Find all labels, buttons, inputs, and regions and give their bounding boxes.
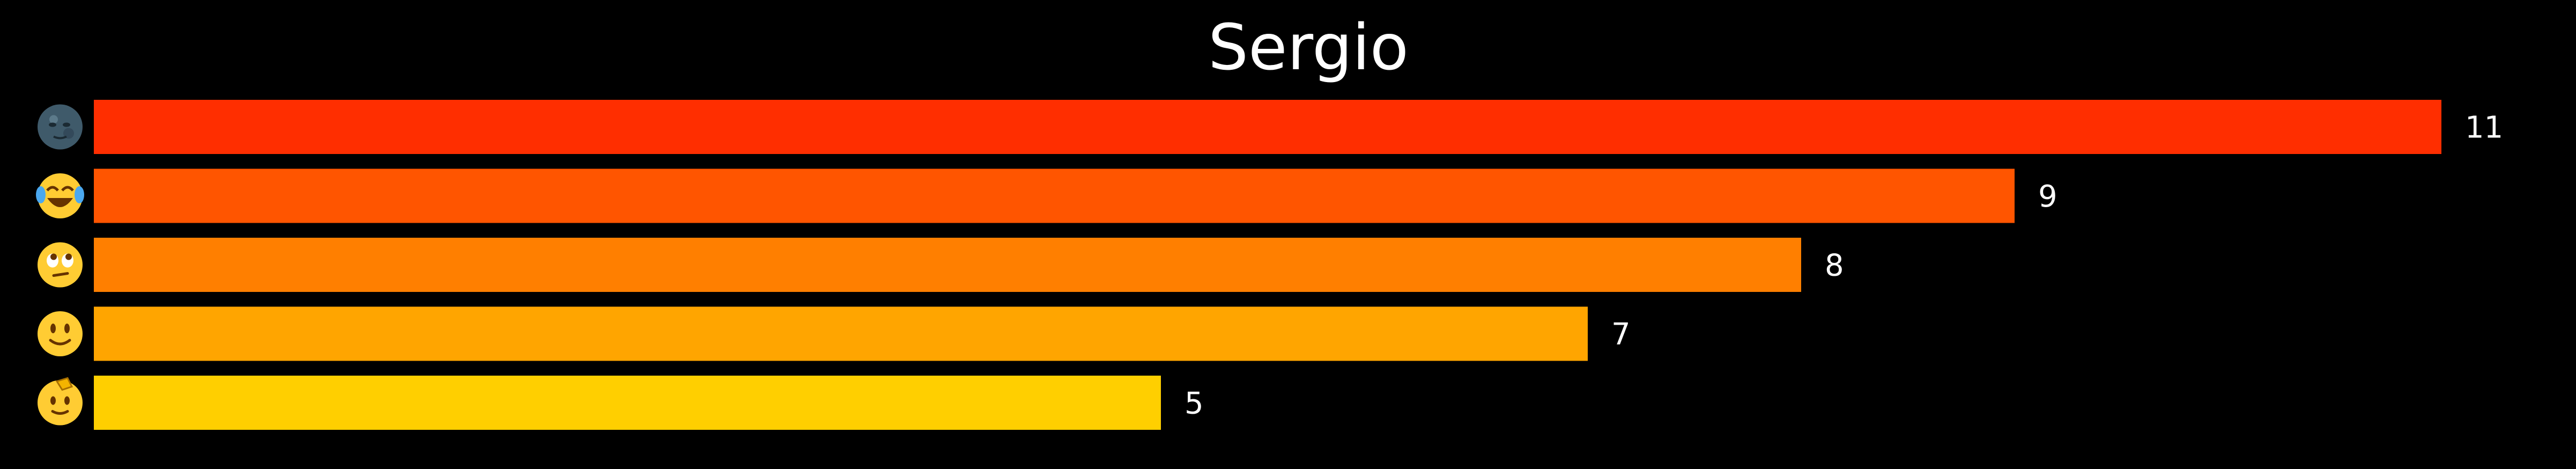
bar — [94, 238, 1801, 292]
bar — [94, 376, 1161, 430]
face-with-tears-of-joy-emoji — [36, 173, 84, 218]
bar-value-label: 8 — [1825, 248, 1844, 283]
bar-value-label: 5 — [1185, 386, 1204, 421]
bar — [94, 168, 2015, 223]
chart-title: Sergio — [1208, 10, 1409, 84]
bar-value-label: 11 — [2465, 111, 2503, 145]
slightly-smiling-face-emoji — [38, 311, 83, 356]
bar — [94, 306, 1588, 361]
saluting-face-emoji — [38, 377, 83, 426]
new-moon-face-emoji — [38, 104, 83, 150]
bar — [94, 100, 2441, 154]
bar-value-label: 7 — [1611, 317, 1631, 352]
bar-value-label: 9 — [2038, 179, 2057, 214]
face-with-rolling-eyes-emoji — [38, 242, 83, 288]
